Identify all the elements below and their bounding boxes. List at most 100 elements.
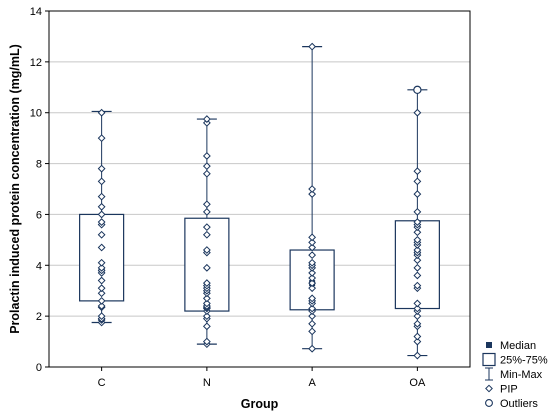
data-point xyxy=(413,263,422,272)
data-point xyxy=(97,108,106,117)
x-tick-label: A xyxy=(308,377,316,389)
data-point xyxy=(97,177,106,186)
legend-label: Median xyxy=(500,340,536,352)
data-point xyxy=(202,246,211,254)
data-point xyxy=(97,164,106,173)
y-tick-label: 6 xyxy=(36,209,42,221)
y-tick-label: 2 xyxy=(36,311,42,323)
x-tick-label: N xyxy=(203,377,211,389)
data-point xyxy=(308,344,317,353)
data-point xyxy=(308,42,317,51)
data-point xyxy=(202,279,211,287)
y-tick-label: 12 xyxy=(30,57,42,69)
data-point xyxy=(308,279,317,287)
legend: Median 25%-75% Min-Max PIP Outliers xyxy=(482,340,548,410)
data-point xyxy=(413,190,422,198)
legend-label: Min-Max xyxy=(500,369,543,381)
x-tick-label: C xyxy=(98,377,106,389)
data-point xyxy=(413,256,422,265)
data-point xyxy=(413,337,422,346)
legend-median-icon xyxy=(486,342,492,348)
data-point xyxy=(413,207,422,216)
data-point xyxy=(97,263,106,272)
data-point xyxy=(202,223,211,232)
data-point xyxy=(308,312,317,321)
outlier-point xyxy=(413,85,422,95)
data-point xyxy=(97,276,106,285)
data-point xyxy=(413,299,422,308)
data-point xyxy=(97,218,106,226)
plot-area-frame xyxy=(48,10,471,368)
data-point xyxy=(308,243,317,252)
data-point xyxy=(97,210,106,219)
data-point xyxy=(308,238,317,247)
data-point xyxy=(308,233,317,242)
data-point xyxy=(413,319,422,328)
data-point xyxy=(308,284,317,293)
data-point xyxy=(413,108,422,117)
legend-label: PIP xyxy=(500,384,518,396)
data-point xyxy=(308,185,317,193)
data-point xyxy=(413,228,422,237)
data-point xyxy=(202,263,211,272)
x-tick-label: OA xyxy=(409,377,426,389)
data-point xyxy=(97,134,106,143)
data-point xyxy=(97,258,106,267)
data-point xyxy=(202,322,211,331)
data-point xyxy=(97,192,106,201)
data-point xyxy=(97,312,106,321)
y-tick-label: 14 xyxy=(30,6,42,18)
data-point xyxy=(202,169,211,178)
data-point xyxy=(202,230,211,239)
y-tick-label: 4 xyxy=(36,260,42,272)
data-point xyxy=(97,296,106,305)
data-point xyxy=(413,281,422,290)
data-point xyxy=(308,304,317,313)
data-point xyxy=(308,274,317,282)
legend-label: Outliers xyxy=(500,398,538,410)
data-point xyxy=(413,312,422,321)
data-point xyxy=(97,302,106,310)
data-point xyxy=(202,337,211,346)
data-point xyxy=(202,299,211,308)
data-point xyxy=(202,312,211,321)
legend-box-icon xyxy=(482,352,496,367)
data-point xyxy=(413,246,422,254)
y-tick-label: 8 xyxy=(36,159,42,171)
data-point xyxy=(413,351,422,360)
y-tick-label: 0 xyxy=(36,362,42,374)
x-axis-title: Group xyxy=(241,397,279,411)
data-point xyxy=(202,152,211,160)
data-point xyxy=(202,200,211,209)
data-point xyxy=(413,332,422,341)
y-axis-ticks: 0 2 4 6 8 10 12 14 xyxy=(30,6,49,374)
data-point xyxy=(202,162,211,171)
data-point xyxy=(413,167,422,176)
boxes xyxy=(79,45,440,357)
x-axis-ticks: C N A OA xyxy=(98,367,426,389)
data-point xyxy=(308,327,317,336)
data-point xyxy=(97,202,106,211)
data-point xyxy=(308,294,317,303)
data-point xyxy=(202,115,211,123)
y-tick-label: 10 xyxy=(30,108,42,120)
data-point xyxy=(308,251,317,260)
legend-circle-icon xyxy=(485,399,493,407)
data-point xyxy=(308,269,317,277)
data-point xyxy=(308,319,317,328)
data-point xyxy=(97,289,106,298)
data-point xyxy=(202,207,211,216)
legend-label: 25%-75% xyxy=(500,355,548,367)
data-point xyxy=(413,271,422,280)
data-point xyxy=(413,218,422,226)
data-point xyxy=(413,235,422,244)
data-point xyxy=(308,190,317,198)
data-point xyxy=(413,304,422,313)
legend-diamond-icon xyxy=(485,384,493,393)
data-points xyxy=(97,42,422,360)
data-point xyxy=(97,284,106,293)
y-axis-title: Prolactin induced protein concentration … xyxy=(8,44,22,334)
data-point xyxy=(308,258,317,267)
data-point xyxy=(97,230,106,239)
